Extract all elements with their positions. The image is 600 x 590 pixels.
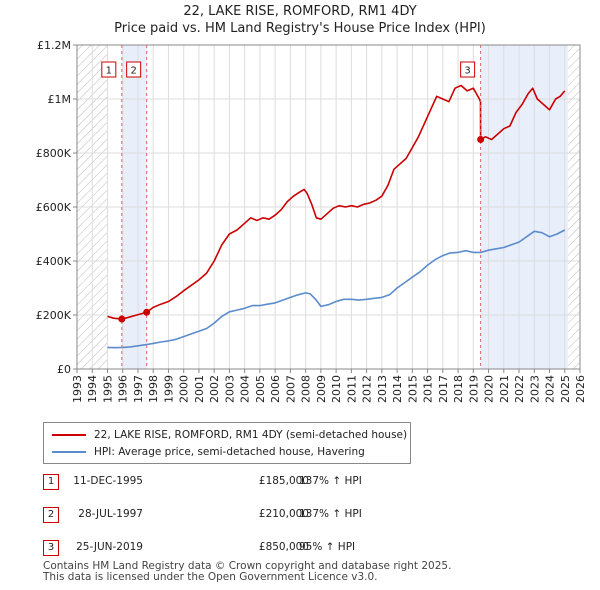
chart-title: 22, LAKE RISE, ROMFORD, RM1 4DY	[183, 4, 417, 19]
legend-label-property: 22, LAKE RISE, ROMFORD, RM1 4DY (semi-de…	[94, 429, 408, 441]
marker-label-3: 3	[464, 66, 470, 77]
chart-title-block: 22, LAKE RISE, ROMFORD, RM1 4DY Price pa…	[0, 3, 600, 37]
property-series-line	[107, 84, 566, 320]
legend-swatch-hpi	[52, 451, 86, 453]
x-tick-label: 2011	[345, 375, 358, 403]
x-tick-label: 2013	[376, 375, 389, 403]
marker-label-2: 2	[130, 66, 136, 77]
x-tick-label: 2025	[559, 375, 572, 403]
x-tick-label: 2005	[254, 375, 267, 403]
transaction-hpi: 95% ↑ HPI	[299, 541, 356, 553]
transaction-date: 11-DEC-1995	[73, 475, 143, 487]
x-tick-label: 2016	[422, 375, 435, 403]
x-tick-label: 2020	[483, 375, 496, 403]
x-tick-label: 2014	[391, 375, 404, 403]
x-tick-label: 1997	[132, 375, 145, 403]
marker-box-2	[126, 61, 142, 78]
x-tick-label: 2023	[528, 375, 541, 403]
transaction-hpi: 137% ↑ HPI	[299, 475, 362, 487]
transaction-price: £210,000	[258, 508, 309, 520]
transaction-date: 28-JUL-1997	[78, 508, 143, 520]
legend: 22, LAKE RISE, ROMFORD, RM1 4DY (semi-de…	[43, 422, 411, 464]
x-tick-label: 2001	[193, 375, 206, 403]
x-tick-label: 2003	[223, 375, 236, 403]
footer-licence: This data is licensed under the Open Gov…	[43, 571, 378, 583]
chart-subtitle: Price paid vs. HM Land Registry's House …	[114, 21, 486, 36]
transaction-number: 1	[43, 474, 59, 490]
x-tick-label: 1998	[147, 375, 160, 403]
x-tick-label: 1999	[162, 375, 175, 403]
transaction-date: 25-JUN-2019	[76, 541, 143, 553]
legend-label-hpi: HPI: Average price, semi-detached house,…	[94, 446, 365, 458]
x-tick-label: 2008	[300, 375, 313, 403]
transaction-number: 3	[43, 540, 59, 556]
x-tick-label: 2024	[544, 375, 557, 403]
table-row: 2 28-JUL-1997 £210,000 137% ↑ HPI	[43, 507, 463, 525]
sale-point-2	[143, 308, 151, 316]
y-tick-label: £1M	[48, 93, 72, 106]
x-tick-label: 1993	[71, 375, 84, 403]
x-tick-label: 2006	[269, 375, 282, 403]
sale-point-1	[118, 315, 126, 323]
x-tick-label: 2019	[467, 375, 480, 403]
hpi-series-line	[107, 229, 566, 349]
y-tick-label: £200K	[36, 309, 72, 322]
x-tick-label: 2009	[315, 375, 328, 403]
x-tick-label: 2004	[239, 375, 252, 403]
x-tick-label: 2000	[178, 375, 191, 403]
x-tick-label: 2010	[330, 375, 343, 403]
x-tick-label: 2018	[452, 375, 465, 403]
marker-box-3	[460, 61, 476, 78]
marker-label-1: 1	[106, 66, 112, 77]
transaction-number: 2	[43, 507, 59, 523]
table-row: 3 25-JUN-2019 £850,000 95% ↑ HPI	[43, 540, 463, 558]
y-tick-label: £400K	[36, 255, 72, 268]
footer-copyright: Contains HM Land Registry data © Crown c…	[43, 560, 452, 572]
table-row: 1 11-DEC-1995 £185,000 137% ↑ HPI	[43, 474, 463, 492]
transaction-price: £850,000	[258, 541, 309, 553]
x-tick-label: 2015	[406, 375, 419, 403]
x-tick-label: 2012	[361, 375, 374, 403]
footer: Contains HM Land Registry data © Crown c…	[43, 561, 451, 583]
x-tick-label: 2022	[513, 375, 526, 403]
transaction-price: £185,000	[258, 475, 309, 487]
x-tick-label: 2021	[498, 375, 511, 403]
marker-box-1	[101, 61, 117, 78]
x-tick-label: 2007	[284, 375, 297, 403]
x-tick-label: 2002	[208, 375, 221, 403]
transaction-hpi: 137% ↑ HPI	[299, 508, 362, 520]
x-tick-label: 1994	[86, 375, 99, 403]
y-tick-label: £600K	[36, 201, 72, 214]
y-tick-label: £800K	[36, 147, 72, 160]
x-tick-label: 2026	[574, 375, 587, 403]
y-tick-label: £0	[57, 363, 71, 376]
x-tick-label: 1996	[117, 375, 130, 403]
y-tick-label: £1.2M	[37, 39, 71, 52]
legend-swatch-property	[52, 434, 86, 436]
x-tick-label: 2017	[437, 375, 450, 403]
x-tick-label: 1995	[101, 375, 114, 403]
sale-point-3	[477, 136, 485, 143]
